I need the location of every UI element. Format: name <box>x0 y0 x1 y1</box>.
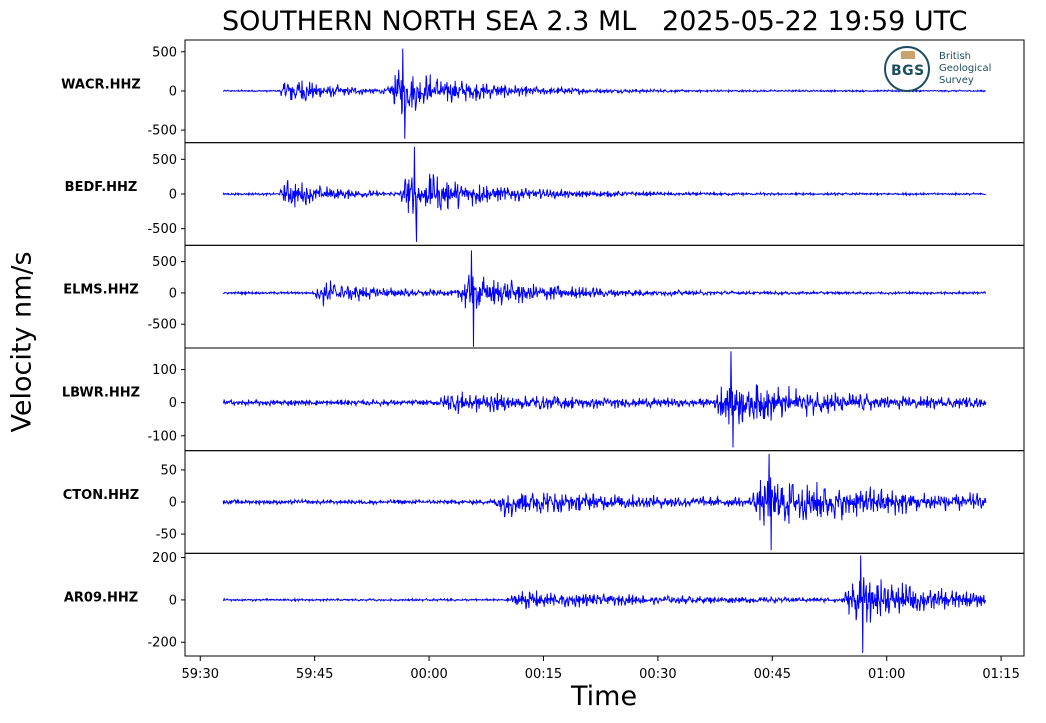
y-tick-label: 0 <box>169 396 177 411</box>
trace-elms-hhz <box>222 250 987 347</box>
y-tick-label: 0 <box>169 188 177 203</box>
trace-cton-hhz <box>222 453 987 551</box>
bgs-wordmark-line: Survey <box>939 75 974 86</box>
bgs-logo: BGS British Geological Survey <box>884 46 1014 96</box>
y-tick-label: -500 <box>147 124 177 139</box>
y-tick-label: -100 <box>147 429 177 444</box>
station-label: CTON.HHZ <box>63 488 139 503</box>
y-tick-label: 0 <box>169 84 177 99</box>
y-tick-label: 500 <box>152 45 177 60</box>
x-tick-label: 01:15 <box>982 667 1019 682</box>
x-tick-label: 00:30 <box>639 667 676 682</box>
station-label: WACR.HHZ <box>61 77 141 92</box>
y-tick-label: 500 <box>152 153 177 168</box>
crown-icon <box>901 51 915 59</box>
y-tick-label: -50 <box>156 528 177 543</box>
trace-wacr-hhz <box>222 48 986 139</box>
station-label: AR09.HHZ <box>64 591 138 606</box>
y-tick-label: -200 <box>147 636 177 651</box>
bgs-wordmark-line: Geological <box>939 63 992 74</box>
x-tick-label: 01:00 <box>868 667 905 682</box>
y-tick-label: 50 <box>160 463 177 478</box>
bgs-abbr: BGS <box>891 63 925 79</box>
x-axis-label: Time <box>571 681 638 712</box>
y-tick-label: 100 <box>152 363 177 378</box>
panel-frame <box>184 552 1025 657</box>
station-label: LBWR.HHZ <box>62 385 140 400</box>
trace-bedf-hhz <box>222 146 986 242</box>
station-label: BEDF.HHZ <box>65 180 138 195</box>
y-tick-label: 0 <box>169 593 177 608</box>
x-tick-label: 59:30 <box>182 667 219 682</box>
x-tick-label: 59:45 <box>296 667 333 682</box>
y-tick-label: 200 <box>152 551 177 566</box>
y-tick-label: 500 <box>152 255 177 270</box>
y-tick-label: 0 <box>169 286 177 301</box>
trace-lbwr-hhz <box>222 351 987 448</box>
y-tick-label: -500 <box>147 318 177 333</box>
bgs-wordmark: British Geological Survey <box>939 51 991 87</box>
trace-ar09-hhz <box>222 555 986 653</box>
bgs-wordmark-line: British <box>939 51 971 62</box>
x-tick-label: 00:45 <box>754 667 791 682</box>
y-tick-label: -500 <box>147 222 177 237</box>
chart-title: SOUTHERN NORTH SEA 2.3 ML 2025-05-22 19:… <box>222 6 968 37</box>
x-tick-label: 00:15 <box>525 667 562 682</box>
station-label: ELMS.HHZ <box>63 283 139 298</box>
y-tick-label: 0 <box>169 496 177 511</box>
bgs-emblem-icon: BGS <box>884 46 930 92</box>
x-tick-label: 00:00 <box>410 667 447 682</box>
